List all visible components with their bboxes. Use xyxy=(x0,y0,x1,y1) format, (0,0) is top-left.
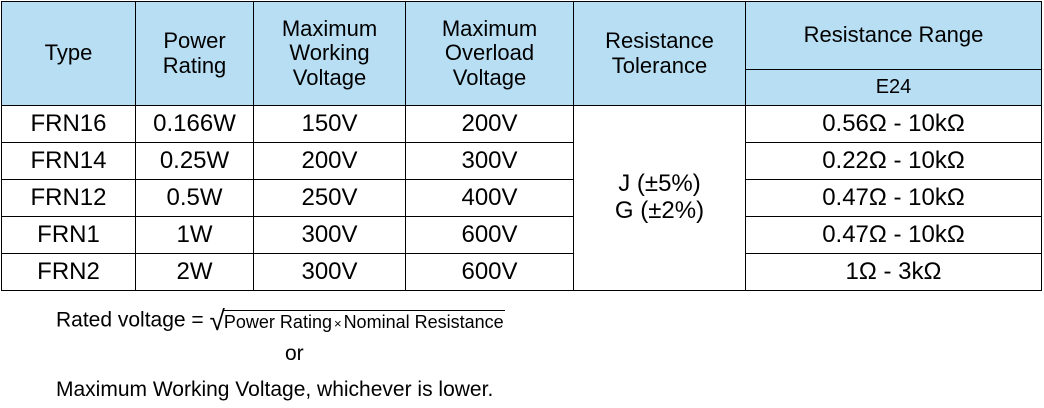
header-working-line1: Maximum xyxy=(281,15,378,41)
cell-working-voltage: 300V xyxy=(253,216,406,254)
cell-working-voltage: 200V xyxy=(253,142,406,180)
cell-range: 0.56Ω - 10kΩ xyxy=(745,105,1042,143)
or-text: or xyxy=(285,342,304,365)
header-type: Type xyxy=(1,1,136,106)
header-resistance-range: Resistance Range xyxy=(745,1,1042,70)
rated-voltage-formula: Rated voltage = √Power Rating × Nominal Re… xyxy=(56,305,505,337)
header-working-line3: Voltage xyxy=(292,64,367,90)
tolerance-g: G (±2%) xyxy=(614,197,705,224)
cell-working-voltage: 250V xyxy=(253,179,406,217)
cell-power: 1W xyxy=(135,216,254,254)
table-row: FRN16 0.166W 150V 200V J (±5%) G (±2%) 0… xyxy=(1,105,1042,291)
cell-power: 0.25W xyxy=(135,142,254,180)
cell-overload-voltage: 300V xyxy=(405,142,574,180)
spec-table: Type Power Rating Maximum Working Voltag… xyxy=(1,1,1042,291)
table-row: FRN14 0.25W 200V 300V 0.22Ω - 10kΩ xyxy=(1,142,1042,180)
cell-overload-voltage: 600V xyxy=(405,253,574,291)
cell-type: FRN12 xyxy=(1,179,136,217)
cell-type: FRN2 xyxy=(1,253,136,291)
whichever-lower-text: Maximum Working Voltage, whichever is lo… xyxy=(56,378,494,401)
cell-range: 0.47Ω - 10kΩ xyxy=(745,179,1042,217)
cell-overload-voltage: 600V xyxy=(405,216,574,254)
cell-power: 0.5W xyxy=(135,179,254,217)
multiply-icon: × xyxy=(333,315,342,331)
cell-type: FRN1 xyxy=(1,216,136,254)
cell-range: 0.22Ω - 10kΩ xyxy=(745,142,1042,180)
header-range-e24: E24 xyxy=(745,69,1042,106)
cell-range: 1Ω - 3kΩ xyxy=(745,253,1042,291)
cell-overload-voltage: 400V xyxy=(405,179,574,217)
radicand-nominal-resistance: Nominal Resistance xyxy=(343,311,504,332)
header-working-line2: Working xyxy=(289,40,370,66)
header-type-label: Type xyxy=(44,40,93,66)
header-max-working-voltage: Maximum Working Voltage xyxy=(253,1,406,106)
header-max-overload-voltage: Maximum Overload Voltage xyxy=(405,1,574,106)
radicand: Power Rating × Nominal Resistance xyxy=(222,309,505,333)
square-root-expression: √Power Rating × Nominal Resistance xyxy=(210,305,505,337)
cell-power: 2W xyxy=(135,253,254,291)
header-tolerance-line2: Tolerance xyxy=(611,52,708,78)
header-tolerance-line1: Resistance xyxy=(605,27,714,53)
radicand-power-rating: Power Rating xyxy=(223,311,332,332)
header-overload-line3: Voltage xyxy=(452,64,527,90)
cell-power: 0.166W xyxy=(135,105,254,143)
cell-tolerance: J (±5%) G (±2%) xyxy=(573,105,746,291)
cell-type: FRN14 xyxy=(1,142,136,180)
header-overload-line2: Overload xyxy=(444,40,535,66)
table-row: FRN2 2W 300V 600V 1Ω - 3kΩ xyxy=(1,253,1042,291)
table-row: FRN12 0.5W 250V 400V 0.47Ω - 10kΩ xyxy=(1,179,1042,217)
cell-working-voltage: 300V xyxy=(253,253,406,291)
formula-prefix: Rated voltage = xyxy=(56,308,204,332)
square-root-icon: √ xyxy=(209,305,225,336)
header-power-line2: Rating xyxy=(162,52,227,78)
cell-range: 0.47Ω - 10kΩ xyxy=(745,216,1042,254)
header-power-rating: Power Rating xyxy=(135,1,254,106)
header-power-line1: Power xyxy=(163,27,226,53)
header-overload-line1: Maximum xyxy=(441,15,538,41)
header-range-label: Resistance Range xyxy=(803,22,984,48)
header-resistance-tolerance: Resistance Tolerance xyxy=(573,1,746,106)
cell-type: FRN16 xyxy=(1,105,136,143)
table-row: FRN1 1W 300V 600V 0.47Ω - 10kΩ xyxy=(1,216,1042,254)
cell-working-voltage: 150V xyxy=(253,105,406,143)
cell-overload-voltage: 200V xyxy=(405,105,574,143)
header-e24-label: E24 xyxy=(875,76,912,99)
tolerance-j: J (±5%) xyxy=(618,170,701,198)
